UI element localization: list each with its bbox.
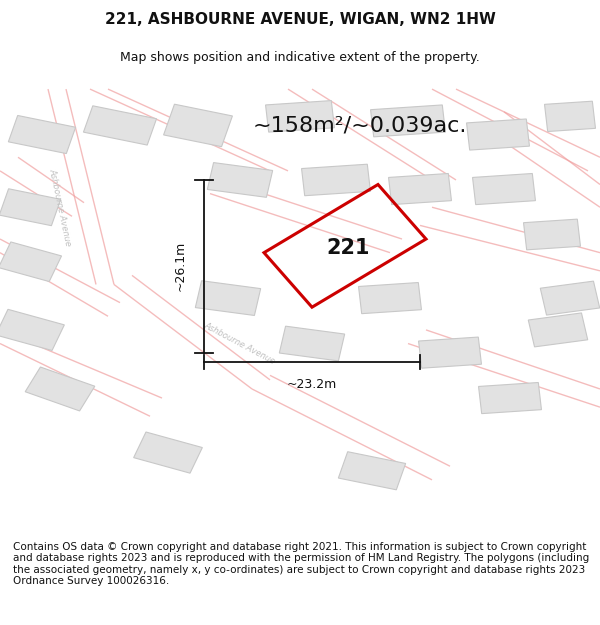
Text: Ashbourne Avenue: Ashbourne Avenue [203,321,277,366]
Polygon shape [0,242,62,281]
Polygon shape [359,282,421,314]
Text: ~23.2m: ~23.2m [287,378,337,391]
Text: ~26.1m: ~26.1m [173,241,187,291]
Polygon shape [467,119,529,150]
Polygon shape [266,101,334,132]
Polygon shape [473,174,535,204]
Polygon shape [83,106,157,145]
Polygon shape [134,432,202,473]
Polygon shape [164,104,232,147]
Polygon shape [196,281,260,316]
Text: 221, ASHBOURNE AVENUE, WIGAN, WN2 1HW: 221, ASHBOURNE AVENUE, WIGAN, WN2 1HW [104,12,496,28]
Polygon shape [0,189,61,226]
Polygon shape [8,116,76,154]
Text: Contains OS data © Crown copyright and database right 2021. This information is : Contains OS data © Crown copyright and d… [13,542,589,586]
Polygon shape [479,382,541,414]
Polygon shape [338,452,406,490]
Text: Map shows position and indicative extent of the property.: Map shows position and indicative extent… [120,51,480,64]
Polygon shape [25,367,95,411]
Text: Ashbourne Avenue: Ashbourne Avenue [47,168,73,247]
Polygon shape [540,281,600,315]
Polygon shape [528,313,588,347]
Polygon shape [371,105,445,137]
Polygon shape [280,326,344,361]
Polygon shape [389,174,451,204]
Polygon shape [545,101,595,131]
Polygon shape [524,219,580,250]
Polygon shape [419,337,481,368]
Polygon shape [302,164,370,196]
Polygon shape [208,162,272,198]
Text: ~158m²/~0.039ac.: ~158m²/~0.039ac. [253,116,467,136]
Text: 221: 221 [326,238,370,258]
Polygon shape [0,309,64,351]
